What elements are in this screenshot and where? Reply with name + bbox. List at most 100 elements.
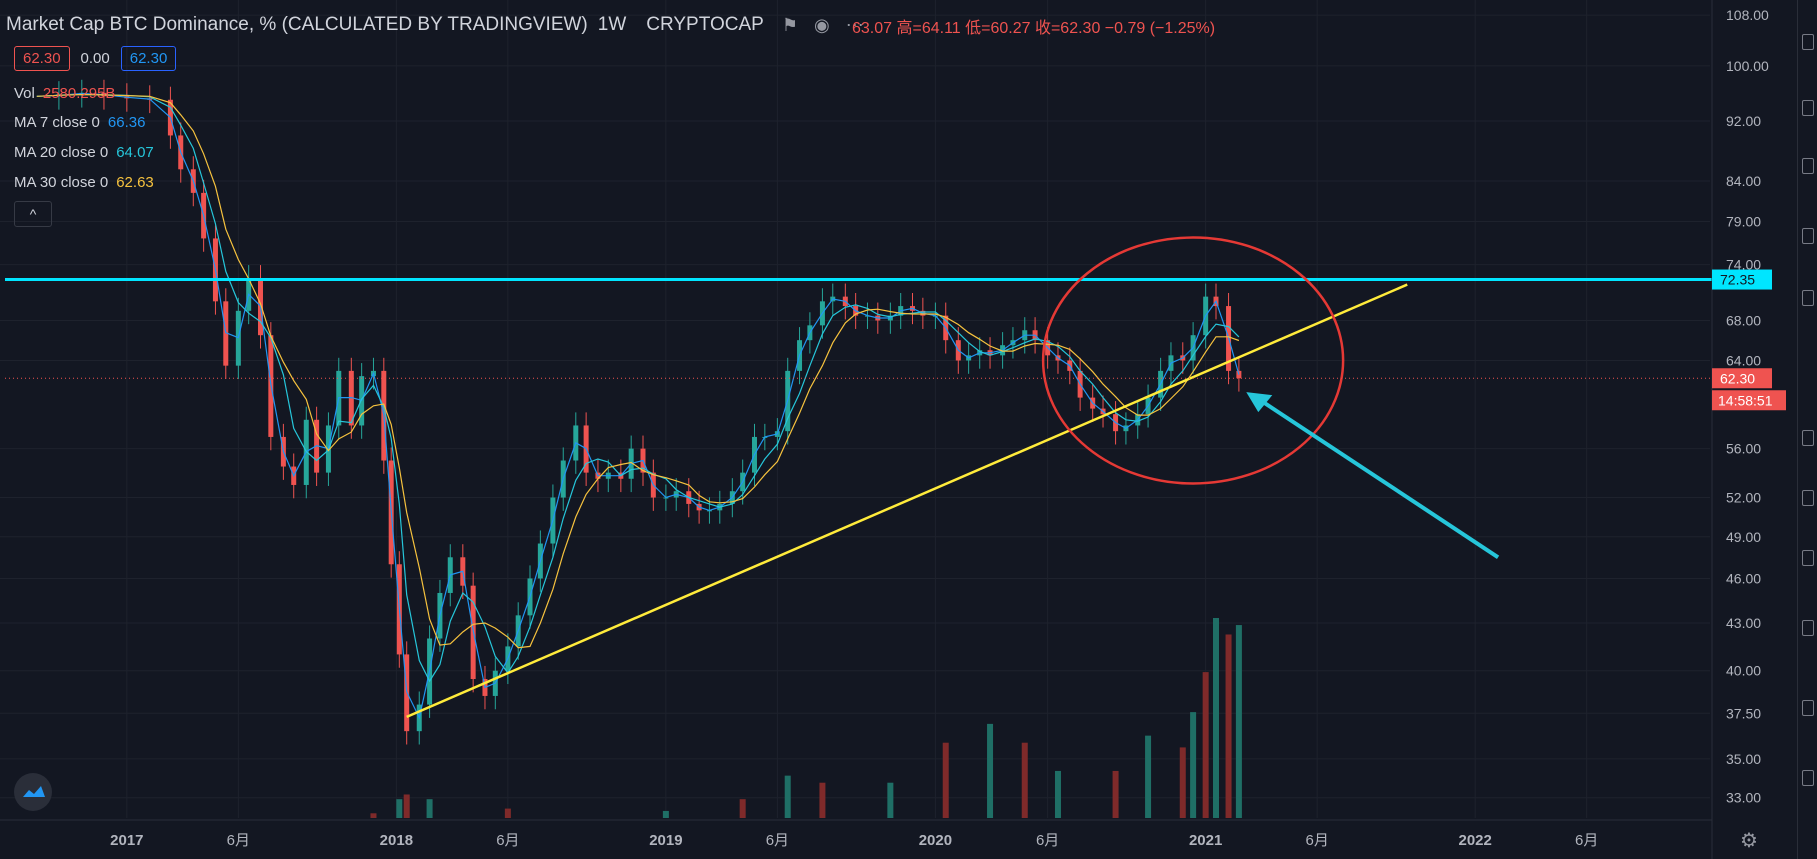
calendar-icon[interactable] <box>1802 620 1814 636</box>
y-tick-label: 52.00 <box>1726 490 1761 506</box>
x-tick-label: 2022 <box>1458 832 1491 849</box>
volume-bar <box>1179 747 1186 818</box>
collapse-legend-button[interactable]: ^ <box>14 201 52 227</box>
ma30-label: MA 30 close 0 <box>14 174 109 191</box>
y-tick-label: 100.00 <box>1726 58 1769 74</box>
last-price-label: 62.30 <box>1720 370 1755 386</box>
candle-body <box>223 301 229 366</box>
x-tick-label: 2018 <box>380 832 413 849</box>
data-window-icon[interactable] <box>1802 228 1814 244</box>
ma20-line <box>36 93 1240 683</box>
volume-bar <box>1054 770 1061 818</box>
volume-bar <box>1021 742 1028 818</box>
grid-lines <box>0 0 1710 818</box>
x-tick-label: 2017 <box>110 832 143 849</box>
x-tick-label: 2021 <box>1189 832 1222 849</box>
hotlist-icon[interactable] <box>1802 290 1814 306</box>
more-icon[interactable]: ⋯ <box>845 14 864 35</box>
volume-bars <box>370 618 1242 818</box>
y-tick-label: 56.00 <box>1726 441 1761 457</box>
x-tick-label: 6月 <box>1305 832 1328 849</box>
x-tick-label: 2020 <box>919 832 952 849</box>
y-tick-label: 49.00 <box>1726 529 1761 545</box>
y-tick-label: 79.00 <box>1726 213 1761 229</box>
y-tick-label: 84.00 <box>1726 173 1761 189</box>
y-tick-label: 33.00 <box>1726 790 1761 806</box>
interval-label[interactable]: 1W <box>597 14 627 35</box>
x-tick-label: 6月 <box>496 832 519 849</box>
flag-icon[interactable]: ⚑ <box>781 14 798 35</box>
ohlc-readout: 63.07 高=64.11 低=60.27 收=62.30 −0.79 (−1.… <box>852 20 1216 37</box>
ma7-line <box>36 92 1240 720</box>
eye-icon[interactable]: ◉ <box>813 14 830 35</box>
volume-bar <box>1213 618 1220 818</box>
volume-bar <box>504 808 511 818</box>
alerts-icon[interactable] <box>1802 158 1814 174</box>
candles <box>56 79 1242 745</box>
chat-icon[interactable] <box>1802 430 1814 446</box>
chart-header: Market Cap BTC Dominance, % (CALCULATED … <box>0 10 872 40</box>
ma20-value: 64.07 <box>116 144 154 161</box>
drawings[interactable] <box>5 236 1712 718</box>
right-toolbar <box>1797 0 1817 859</box>
ideas-icon[interactable] <box>1802 490 1814 506</box>
vol-value: 2580.295B <box>42 85 116 102</box>
ma7-label: MA 7 close 0 <box>14 114 100 131</box>
y-tick-label: 40.00 <box>1726 663 1761 679</box>
legend-ma7[interactable]: MA 7 close 0 66.36 <box>14 114 145 131</box>
y-tick-label: 37.50 <box>1726 705 1761 721</box>
volume-bar <box>403 794 410 818</box>
y-tick-label: 46.00 <box>1726 570 1761 586</box>
y-tick-label: 92.00 <box>1726 113 1761 129</box>
moving-averages <box>36 92 1240 720</box>
volume-bar <box>662 810 669 818</box>
countdown-bg <box>1712 390 1786 411</box>
pointer-arrow-head <box>1246 392 1273 413</box>
buy-price-pill[interactable]: 62.30 <box>120 46 177 71</box>
volume-bar <box>1235 625 1242 818</box>
volume-bar <box>819 782 826 818</box>
exchange-label[interactable]: CRYPTOCAP <box>646 14 764 35</box>
volume-bar <box>987 723 994 818</box>
ma20-label: MA 20 close 0 <box>14 144 109 161</box>
streams-icon[interactable] <box>1802 550 1814 566</box>
volume-bar <box>1202 672 1209 818</box>
highlight-circle <box>1041 236 1345 485</box>
y-tick-label: 64.00 <box>1726 352 1761 368</box>
volume-bar <box>1225 634 1232 818</box>
tradingview-logo-icon[interactable] <box>14 773 52 811</box>
ma7-value: 66.36 <box>107 114 146 131</box>
symbol-title[interactable]: Market Cap BTC Dominance, % (CALCULATED … <box>6 14 588 35</box>
layout-icon[interactable] <box>1802 34 1814 50</box>
vol-label: Vol <box>14 85 35 102</box>
y-axis: 108.00 100.00 92.00 84.00 79.00 74.00 68.00 64.… <box>1711 0 1797 859</box>
y-tick-label: 74.00 <box>1726 257 1761 273</box>
x-tick-label: 6月 <box>1036 832 1059 849</box>
volume-bar <box>1112 770 1119 818</box>
volume-bar <box>1190 712 1197 818</box>
x-axis: 2017 6月 2018 6月 2019 6月 2020 6月 2021 6月 2022 6月 <box>0 819 1712 849</box>
x-tick-label: 6月 <box>766 832 789 849</box>
volume-bar <box>426 799 433 818</box>
settings-gear-icon[interactable]: ⚙ <box>1740 830 1758 852</box>
legend-ma30[interactable]: MA 30 close 0 62.63 <box>14 174 154 191</box>
watchlist-icon[interactable] <box>1802 100 1814 116</box>
y-tick-label: 35.00 <box>1726 751 1761 767</box>
countdown-label: 14:58:51 <box>1718 392 1773 408</box>
volume-bar <box>1145 735 1152 818</box>
legend-vol[interactable]: Vol 2580.295B <box>14 85 115 102</box>
y-axis-background <box>1712 0 1797 859</box>
x-tick-label: 6月 <box>227 832 250 849</box>
volume-bar <box>370 813 377 818</box>
y-tick-label: 68.00 <box>1726 312 1761 328</box>
y-tick-label: 43.00 <box>1726 615 1761 631</box>
legend-ma20[interactable]: MA 20 close 0 64.07 <box>14 144 154 161</box>
x-tick-label: 2019 <box>649 832 682 849</box>
volume-bar <box>396 799 403 818</box>
notifications-icon[interactable] <box>1802 700 1814 716</box>
volume-bar <box>942 742 949 818</box>
hline-price-label: 72.35 <box>1720 272 1755 288</box>
help-icon[interactable] <box>1802 770 1814 786</box>
sell-price-pill[interactable]: 62.30 <box>14 46 70 71</box>
